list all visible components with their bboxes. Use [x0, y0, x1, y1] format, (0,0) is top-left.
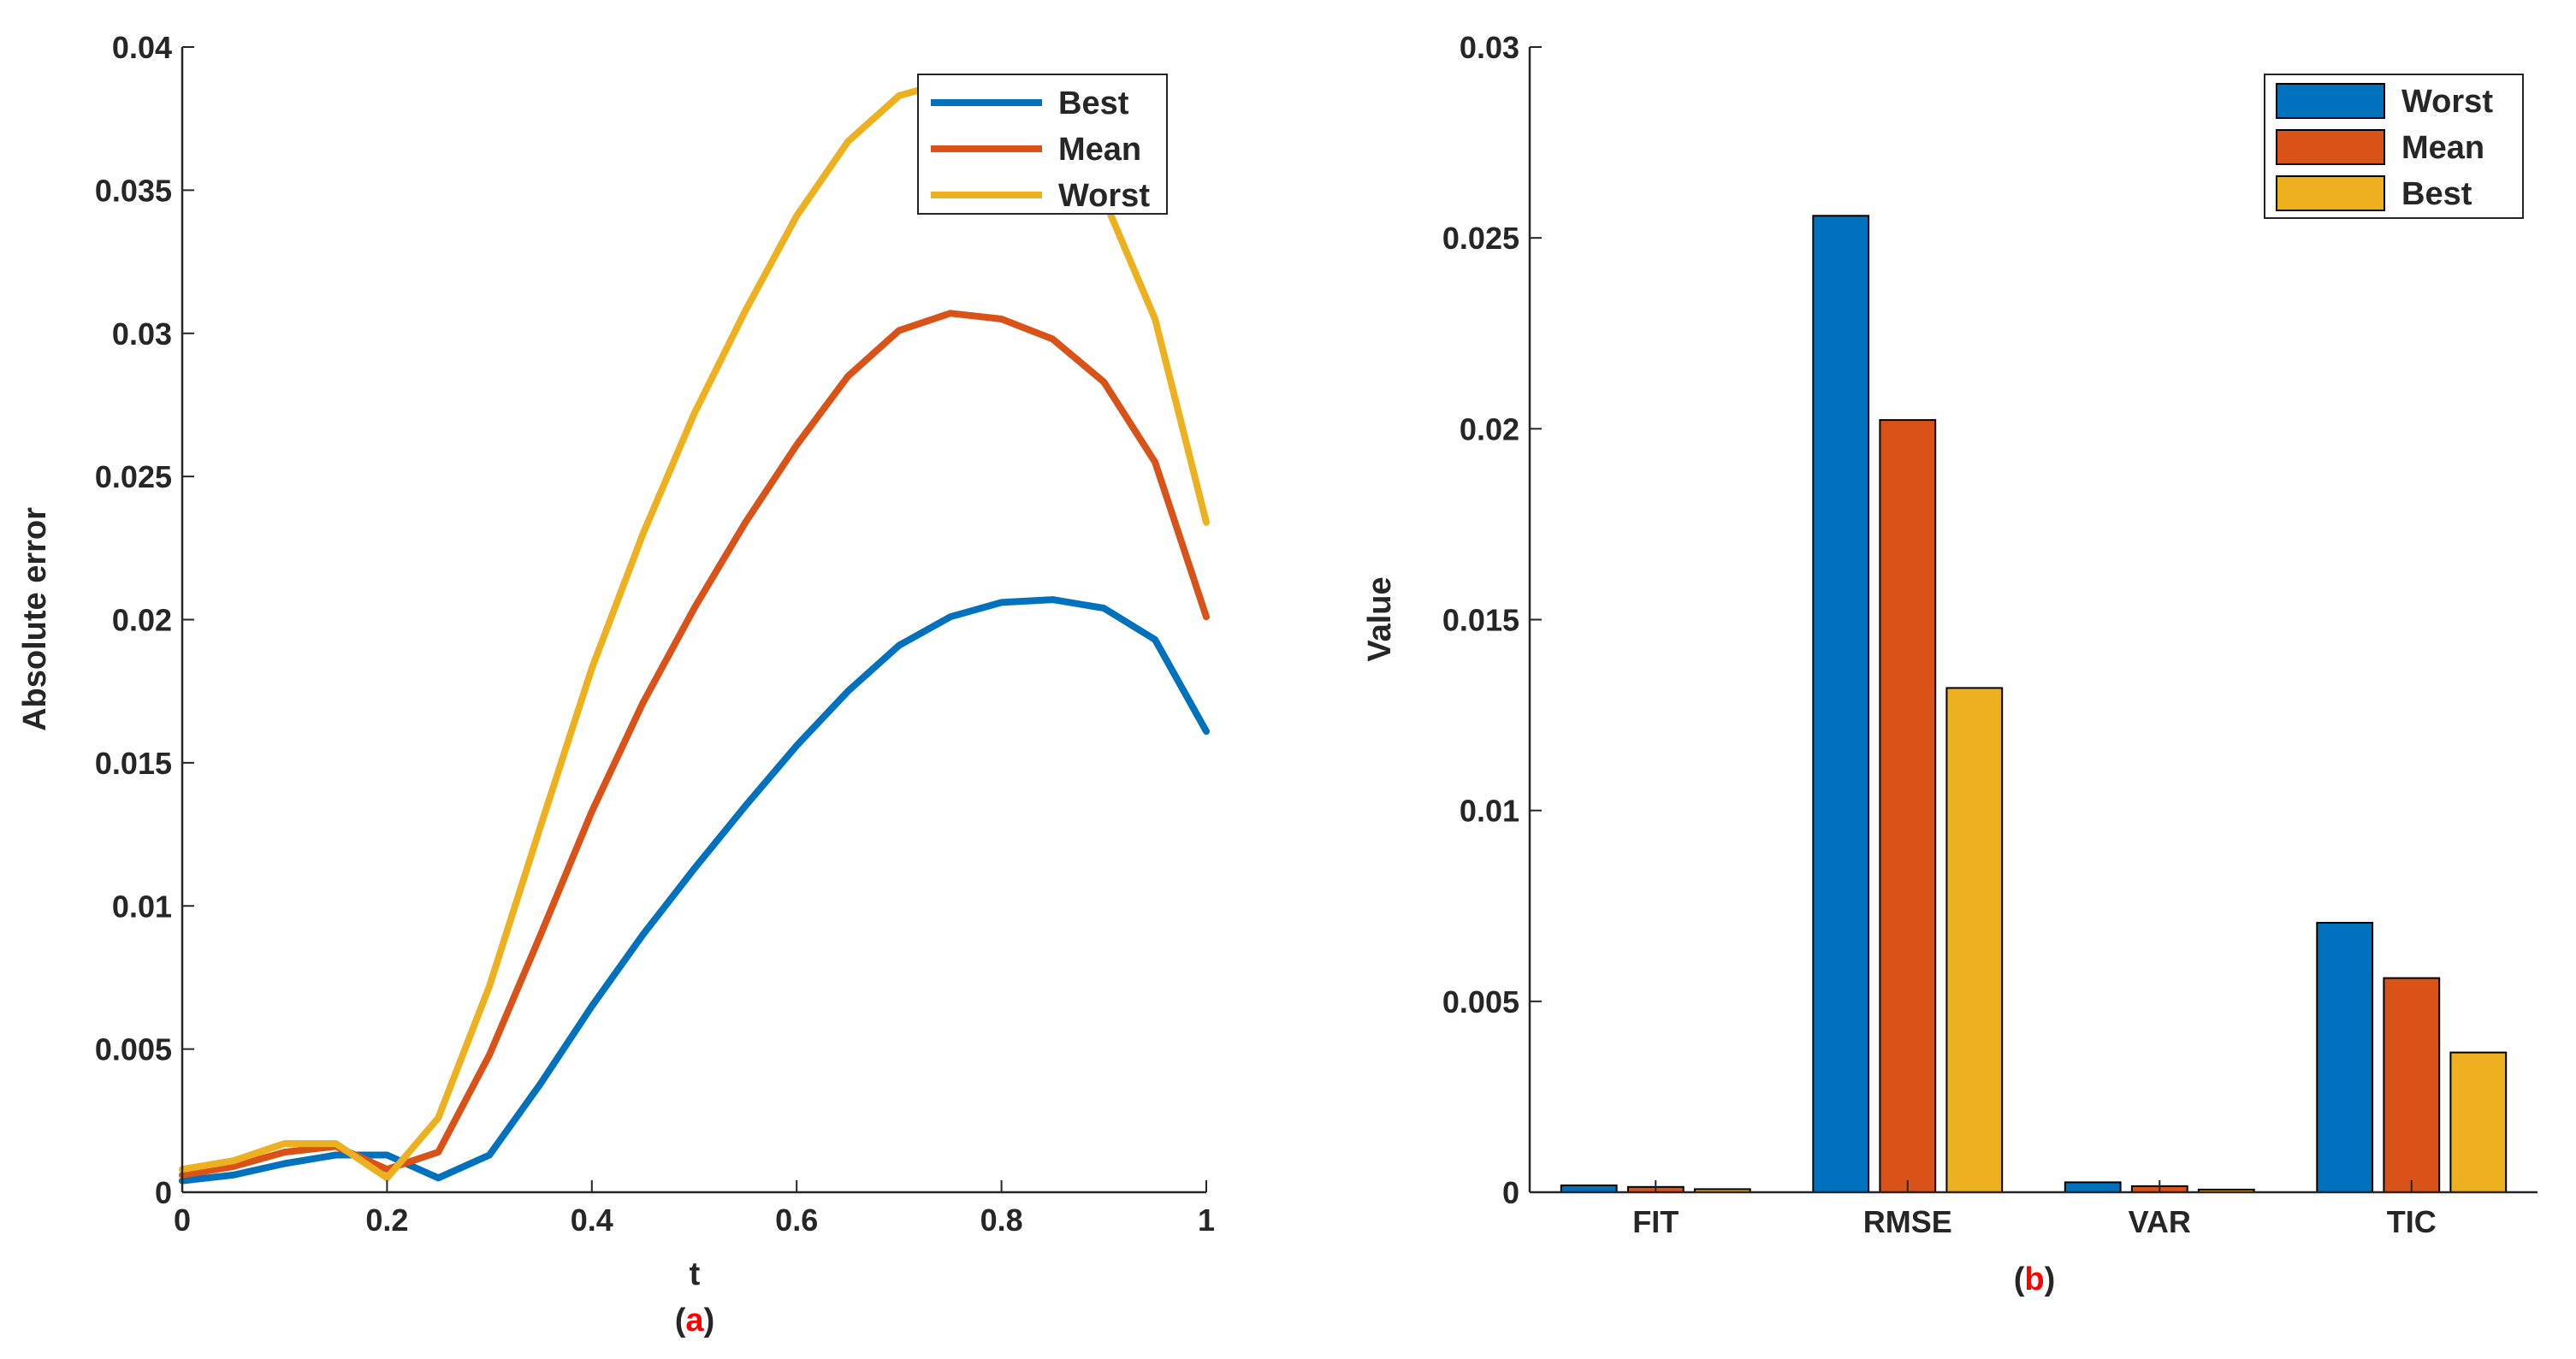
- line-chart-y-ticks: 0 0.005 0.01 0.015 0.02 0.025 0.03 0.035 0.04: [95, 30, 194, 1210]
- line-chart-legend: Best Mean Worst: [917, 74, 1168, 215]
- panel-label-letter: b: [2024, 1262, 2044, 1297]
- panel-label-letter: a: [685, 1303, 704, 1338]
- panel-label-open-paren: (: [675, 1303, 686, 1338]
- x-tick-label: 0.8: [980, 1202, 1023, 1238]
- bar-chart-panel: 0 0.005 0.01 0.015 0.02 0.025 0.03 FIT RMSE VAR T…: [1362, 30, 2538, 1297]
- y-axis-label: Absolute error: [17, 507, 53, 731]
- bar-chart-x-ticks: FIT RMSE VAR TIC: [1632, 1180, 2437, 1239]
- legend-swatch-worst: [2276, 83, 2385, 119]
- x-tick-label: 0.2: [365, 1202, 408, 1238]
- x-tick-label: TIC: [2387, 1204, 2437, 1239]
- panel-label-b: (b): [2014, 1262, 2056, 1297]
- bar-chart-legend: Worst Mean Best: [2264, 74, 2524, 219]
- panel-label-open-paren: (: [2014, 1262, 2025, 1297]
- bar-var-worst: [2064, 1181, 2122, 1194]
- legend-label: Best: [1058, 86, 1129, 121]
- y-tick-label: 0.01: [1460, 794, 1519, 829]
- y-tick-label: 0.015: [95, 746, 172, 781]
- legend-swatch-mean: [2276, 129, 2385, 165]
- x-axis-label: t: [690, 1256, 701, 1292]
- x-tick-label: 1: [1198, 1202, 1215, 1238]
- y-tick-label: 0.03: [1460, 30, 1519, 65]
- bar-tic-mean: [2383, 977, 2441, 1193]
- y-tick-label: 0.035: [95, 173, 172, 208]
- bar-chart-bars: [1560, 215, 2508, 1194]
- y-tick-label: 0.005: [95, 1032, 172, 1067]
- y-axis-label: Value: [1362, 576, 1398, 661]
- bar-rmse-best: [1945, 687, 2004, 1193]
- y-tick-label: 0.025: [1442, 221, 1519, 256]
- x-tick-label: FIT: [1632, 1204, 1679, 1239]
- y-tick-label: 0.04: [112, 30, 172, 65]
- legend-label: Mean: [1058, 132, 1141, 168]
- panel-label-close-paren: ): [704, 1303, 715, 1338]
- bar-tic-worst: [2316, 921, 2374, 1194]
- x-tick-label: 0.4: [571, 1202, 613, 1238]
- legend-swatch-best: [2276, 175, 2385, 211]
- legend-box: [917, 74, 1168, 215]
- y-tick-label: 0.02: [1460, 411, 1519, 446]
- x-tick-label: VAR: [2129, 1204, 2191, 1239]
- bar-tic-best: [2449, 1051, 2508, 1193]
- panel-label-close-paren: ): [2045, 1262, 2056, 1297]
- x-tick-label: 0: [174, 1202, 191, 1238]
- y-tick-label: 0.005: [1442, 984, 1519, 1019]
- legend-label: Mean: [2401, 130, 2484, 166]
- y-tick-label: 0.015: [1442, 603, 1519, 638]
- x-tick-label: 0.6: [775, 1202, 818, 1238]
- legend-label: Worst: [1058, 178, 1150, 214]
- y-tick-label: 0.025: [95, 459, 172, 494]
- line-plot-area: [182, 47, 1206, 1192]
- bar-chart-y-ticks: 0 0.005 0.01 0.015 0.02 0.025 0.03: [1442, 30, 1542, 1210]
- line-chart-x-ticks: 0 0.2 0.4 0.6 0.8 1: [174, 1180, 1215, 1238]
- legend-label: Worst: [2401, 84, 2493, 120]
- y-tick-label: 0.02: [112, 603, 172, 638]
- bar-rmse-mean: [1879, 419, 1937, 1194]
- bar-rmse-worst: [1812, 215, 1870, 1193]
- y-tick-label: 0.03: [112, 316, 172, 352]
- x-tick-label: RMSE: [1863, 1204, 1952, 1239]
- y-tick-label: 0.01: [112, 889, 172, 924]
- y-tick-label: 0: [155, 1175, 172, 1210]
- panel-label-a: (a): [675, 1303, 714, 1338]
- legend-label: Best: [2401, 176, 2472, 212]
- y-tick-label: 0: [1502, 1175, 1519, 1210]
